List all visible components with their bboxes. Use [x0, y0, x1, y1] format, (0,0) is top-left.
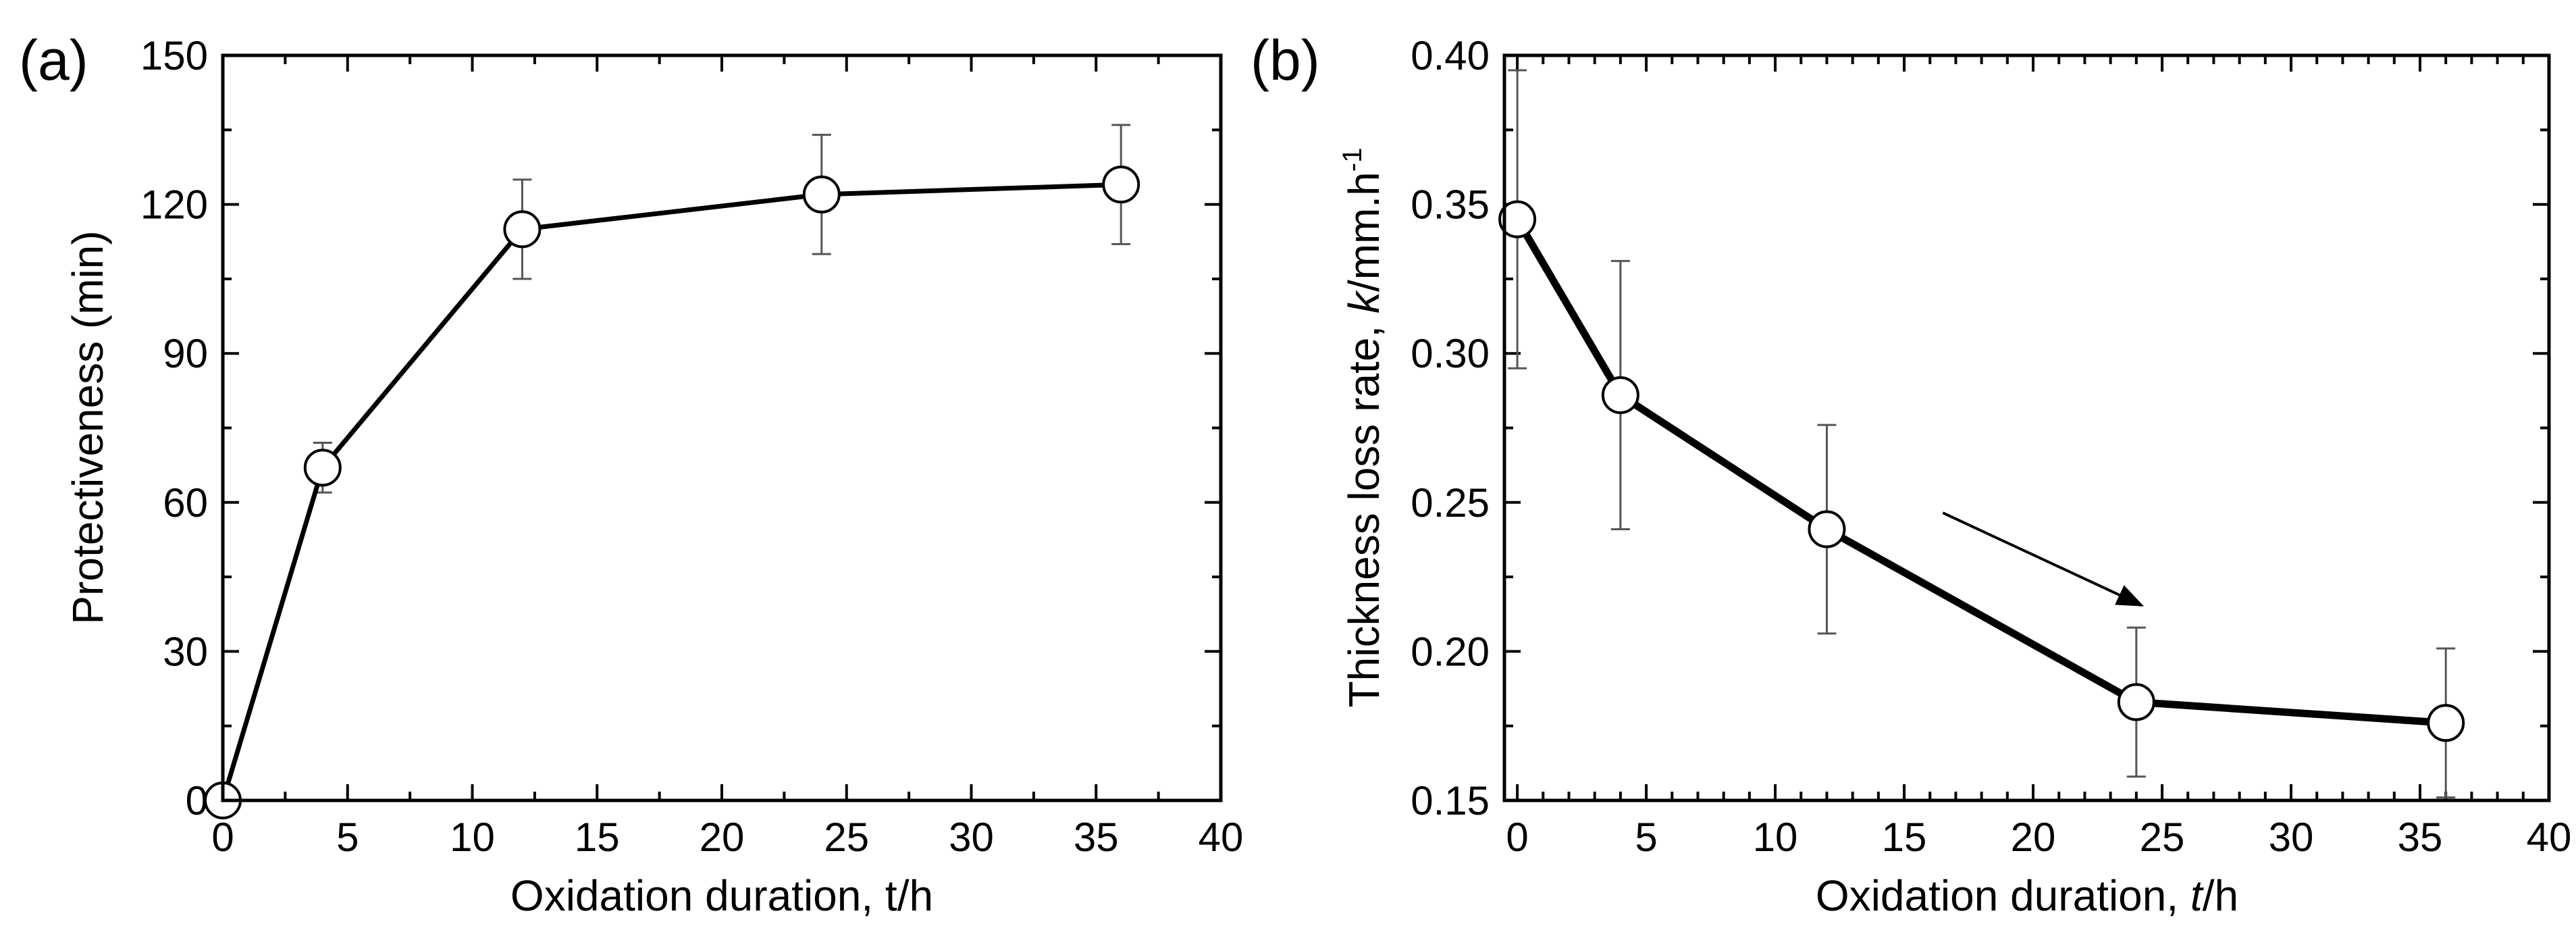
- panel-b-x-tick-label: 40: [2527, 815, 2572, 860]
- panel-b-x-tick-label: 0: [1506, 815, 1528, 860]
- panel-b-y-tick-label: 0.35: [1411, 182, 1490, 228]
- panel-b-y-tick-label: 0.15: [1411, 778, 1490, 823]
- panel-b-x-axis-title-suffix: /h: [2203, 871, 2238, 920]
- panel-b-x-axis-title-var: t: [2190, 871, 2204, 920]
- panel-b-x-tick-label: 30: [2269, 815, 2314, 860]
- panel-a-y-axis-title: Protectiveness (min): [63, 230, 112, 624]
- panel-b-x-tick-label: 5: [1635, 815, 1657, 860]
- panel-a-y-tick-label: 60: [163, 480, 208, 526]
- panel-b-y-tick-label: 0.30: [1411, 331, 1490, 376]
- panel-b-data-point: [2427, 704, 2465, 742]
- panel-a-data-point: [1102, 165, 1140, 204]
- panel-b-x-tick-label: 15: [1882, 815, 1927, 860]
- panel-a-x-tick-label: 20: [700, 815, 745, 860]
- panel-a-label: (a): [19, 28, 88, 92]
- panel-a-data-point: [503, 210, 542, 249]
- panel-b-data-point: [1808, 510, 1846, 548]
- panel-a-y-tick-label: 30: [163, 629, 208, 674]
- panel-a-x-tick-label: 35: [1074, 815, 1119, 860]
- panel-a-y-tick-label: 90: [163, 331, 208, 376]
- panel-b-x-tick-label: 20: [2011, 815, 2056, 860]
- panel-a-x-axis-title: Oxidation duration, t/h: [510, 871, 933, 920]
- panel-a-x-tick-label: 30: [949, 815, 994, 860]
- panel-b-series: [1498, 69, 2465, 799]
- panel-a-series-line: [220, 182, 1122, 802]
- panel-b-frame: [1502, 53, 2551, 802]
- panel-b-data-point: [1601, 376, 1639, 414]
- panel-a-x-tick-label: 25: [824, 815, 869, 860]
- panel-b-x-tick-label: 10: [1753, 815, 1798, 860]
- panel-b-y-axis-title-prefix: Thickness loss rate,: [1340, 313, 1388, 707]
- panel-a-y-tick-label: 120: [140, 182, 208, 228]
- panel-a-x-tick-label: 40: [1199, 815, 1244, 860]
- panel-b-chart: (b) 0 5 10 15 20 25 30 35 40 0.15 0.20 0.25 0.30 0.35…: [1251, 28, 2571, 920]
- panel-b-x-axis-title-prefix: Oxidation duration,: [1816, 871, 2190, 920]
- panel-b-y-axis-title-sup: -1: [1338, 148, 1367, 172]
- panel-b-y-axis-title: Thickness loss rate, k/mm.h-1: [1338, 148, 1388, 708]
- panel-b-y-axis-title-unit: /mm.h: [1340, 172, 1388, 292]
- panel-b-data-point: [2117, 683, 2155, 721]
- panel-b-ticks: 0 5 10 15 20 25 30 35 40 0.15 0.20 0.25 0.30 0.35 0.40: [1411, 33, 2571, 860]
- panel-b-x-axis-title: Oxidation duration, t/h: [1816, 871, 2238, 920]
- panel-a-data-point: [303, 449, 342, 487]
- panel-a-data-point: [802, 175, 841, 213]
- panel-a-x-tick-label: 15: [575, 815, 620, 860]
- panel-b-series-line: [1514, 217, 2446, 727]
- panel-b-label: (b): [1251, 28, 1320, 92]
- panel-b-y-tick-label: 0.25: [1411, 480, 1490, 526]
- panel-a-x-tick-label: 0: [211, 815, 234, 860]
- panel-b-data-point: [1498, 200, 1537, 238]
- panel-a-y-tick-label: 150: [140, 33, 208, 78]
- panel-b-x-tick-label: 25: [2140, 815, 2185, 860]
- panel-a-x-tick-label: 10: [450, 815, 495, 860]
- panel-a-series: [204, 124, 1140, 819]
- panel-b-trend-arrow: [1942, 511, 2145, 607]
- panel-b-y-tick-label: 0.40: [1411, 33, 1490, 78]
- panel-b-y-axis-title-var: k: [1340, 290, 1388, 313]
- panel-b-y-tick-label: 0.20: [1411, 629, 1490, 674]
- panel-a-frame: [221, 53, 1223, 802]
- panel-a-x-tick-label: 5: [336, 815, 359, 860]
- panel-b-x-tick-label: 35: [2398, 815, 2443, 860]
